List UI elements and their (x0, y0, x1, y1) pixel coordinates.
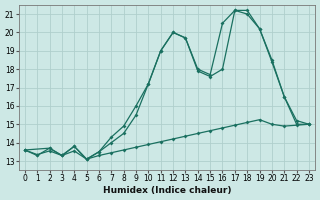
X-axis label: Humidex (Indice chaleur): Humidex (Indice chaleur) (103, 186, 231, 195)
